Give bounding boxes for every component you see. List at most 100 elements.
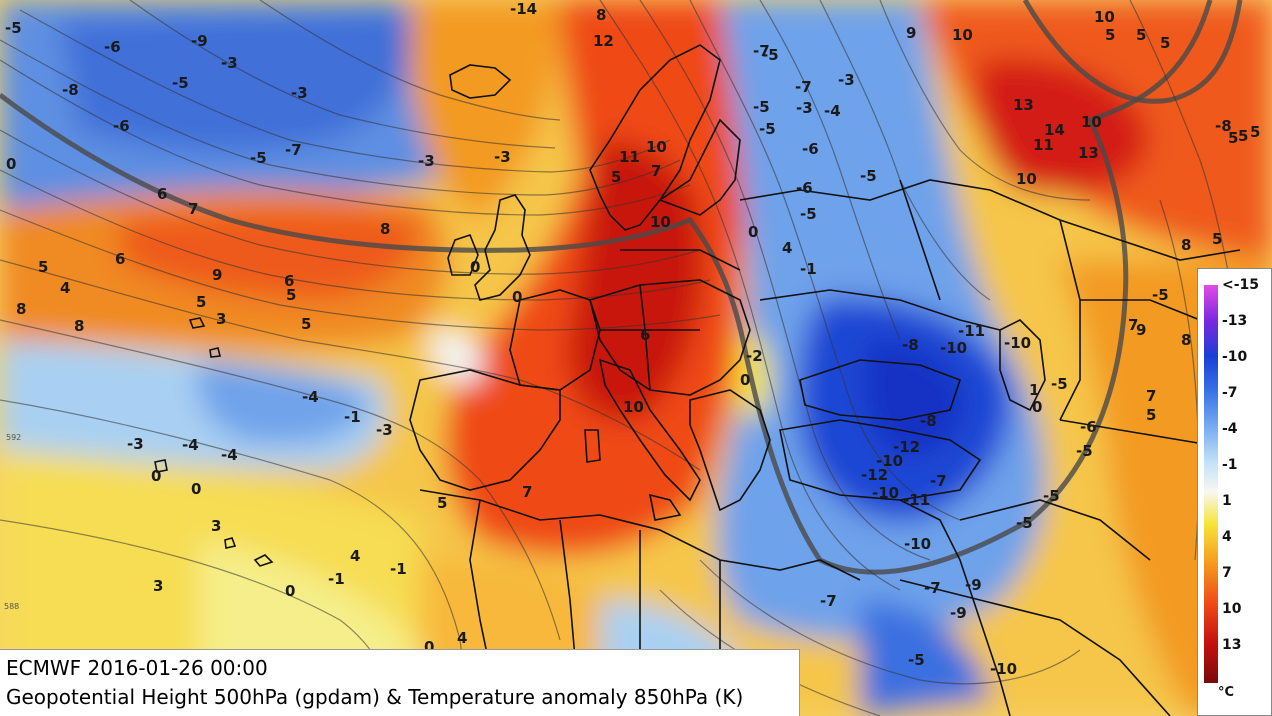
anomaly-value-label: 7: [1128, 316, 1138, 334]
legend-tick-label: 7: [1222, 565, 1232, 581]
anomaly-value-label: 0: [512, 288, 522, 306]
anomaly-value-label: 5: [1160, 34, 1170, 52]
anomaly-value-label: -3: [376, 421, 393, 439]
anomaly-value-label: 10: [623, 398, 644, 416]
legend-tick-label: 1: [1222, 493, 1232, 509]
color-legend: <-15 -13 -10 -7 -4 -1 1 4 7 10 13 °C: [1197, 268, 1272, 716]
anomaly-value-label: -5: [250, 149, 267, 167]
anomaly-value-label: -8: [902, 336, 919, 354]
anomaly-value-label: 11: [1033, 136, 1054, 154]
anomaly-value-label: 8: [380, 220, 390, 238]
legend-tick-label: 4: [1222, 529, 1232, 545]
legend-tick-label: 13: [1222, 637, 1242, 653]
anomaly-value-label: -1: [390, 560, 407, 578]
anomaly-value-label: -5: [5, 19, 22, 37]
map-caption: ECMWF 2016-01-26 00:00 Geopotential Heig…: [0, 649, 800, 716]
anomaly-value-label: -7: [924, 579, 941, 597]
anomaly-value-label: -12: [893, 438, 920, 456]
anomaly-value-label: 10: [646, 138, 667, 156]
anomaly-value-label: -10: [990, 660, 1017, 678]
anomaly-value-label: -6: [796, 179, 813, 197]
anomaly-value-label: 6: [115, 250, 125, 268]
anomaly-value-label: 12: [593, 32, 614, 50]
anomaly-value-label: 8: [596, 6, 606, 24]
anomaly-value-label: 6: [640, 326, 650, 344]
anomaly-value-label: -6: [1080, 418, 1097, 436]
anomaly-value-label: 0: [470, 258, 480, 276]
legend-tick-label: -4: [1222, 421, 1238, 437]
anomaly-value-label: 0: [748, 223, 758, 241]
anomaly-value-label: 5: [1212, 230, 1222, 248]
anomaly-value-label: -10: [904, 535, 931, 553]
anomaly-value-label: -1: [328, 570, 345, 588]
anomaly-value-label: -4: [302, 388, 319, 406]
anomaly-value-label: -8: [1215, 117, 1232, 135]
anomaly-value-label: -5: [1051, 375, 1068, 393]
anomaly-value-label: -5: [753, 98, 770, 116]
anomaly-value-label: 10: [1081, 113, 1102, 131]
anomaly-value-label: 7: [522, 483, 532, 501]
anomaly-value-label: 5: [301, 315, 311, 333]
anomaly-value-label: -7: [753, 42, 770, 60]
anomaly-value-label: -5: [800, 205, 817, 223]
anomaly-value-label: 6: [157, 185, 167, 203]
anomaly-value-label: 7: [188, 200, 198, 218]
anomaly-value-label: 8: [16, 300, 26, 318]
anomaly-value-label: 10: [1016, 170, 1037, 188]
legend-tick-label: <-15: [1222, 277, 1260, 293]
anomaly-value-label: -5: [1043, 487, 1060, 505]
anomaly-value-label: -5: [759, 120, 776, 138]
anomaly-value-label: -7: [795, 78, 812, 96]
anomaly-value-label: 5: [38, 258, 48, 276]
anomaly-value-label: 5: [611, 168, 621, 186]
anomaly-value-label: -1: [800, 260, 817, 278]
legend-tick-label: -10: [1222, 349, 1248, 365]
contour-value-label: 592: [6, 433, 21, 442]
thick-contour-line-northeast: [1022, 0, 1243, 104]
anomaly-value-label: -2: [746, 347, 763, 365]
anomaly-value-label: -5: [172, 74, 189, 92]
legend-tick-label: -1: [1222, 457, 1238, 473]
anomaly-value-label: 5: [286, 286, 296, 304]
anomaly-value-label: 3: [216, 310, 226, 328]
anomaly-value-label: -14: [510, 0, 537, 18]
anomaly-value-label: -3: [127, 435, 144, 453]
legend-unit: °C: [1218, 685, 1235, 700]
anomaly-value-label: 14: [1044, 121, 1065, 139]
anomaly-value-label: -8: [920, 412, 937, 430]
anomaly-value-label: -5: [762, 46, 779, 64]
anomaly-value-label: -6: [113, 117, 130, 135]
anomaly-value-label: -9: [191, 32, 208, 50]
anomaly-value-label: 5: [196, 293, 206, 311]
anomaly-value-label: -4: [182, 436, 199, 454]
anomaly-value-label: -10: [1004, 334, 1031, 352]
legend-color-bar: [1204, 285, 1218, 683]
anomaly-value-label: 13: [1078, 144, 1099, 162]
anomaly-value-label: 3: [211, 517, 221, 535]
anomaly-value-label: 0: [424, 638, 434, 656]
anomaly-value-label: 5: [1146, 406, 1156, 424]
anomaly-value-label: -7: [285, 141, 302, 159]
anomaly-value-label: -5: [1016, 514, 1033, 532]
anomaly-value-label: -3: [838, 71, 855, 89]
anomaly-value-label: 1: [1029, 381, 1039, 399]
anomaly-value-label: -10: [940, 339, 967, 357]
anomaly-value-label: 5: [1105, 26, 1115, 44]
anomaly-value-label: -9: [965, 576, 982, 594]
legend-tick-label: -7: [1222, 385, 1238, 401]
anomaly-value-label: -1: [344, 408, 361, 426]
caption-parameters: Geopotential Height 500hPa (gpdam) & Tem…: [6, 685, 744, 709]
anomaly-value-label: -9: [950, 604, 967, 622]
anomaly-value-label: 9: [212, 266, 222, 284]
anomaly-value-label: -11: [903, 491, 930, 509]
anomaly-value-label: -10: [872, 484, 899, 502]
anomaly-value-label: -7: [930, 472, 947, 490]
anomaly-value-label: 4: [60, 279, 70, 297]
anomaly-value-label: 5: [1238, 127, 1248, 145]
anomaly-value-label: 11: [619, 148, 640, 166]
anomaly-value-label: 8: [74, 317, 84, 335]
anomaly-value-label: 13: [1013, 96, 1034, 114]
anomaly-value-label: -3: [291, 84, 308, 102]
